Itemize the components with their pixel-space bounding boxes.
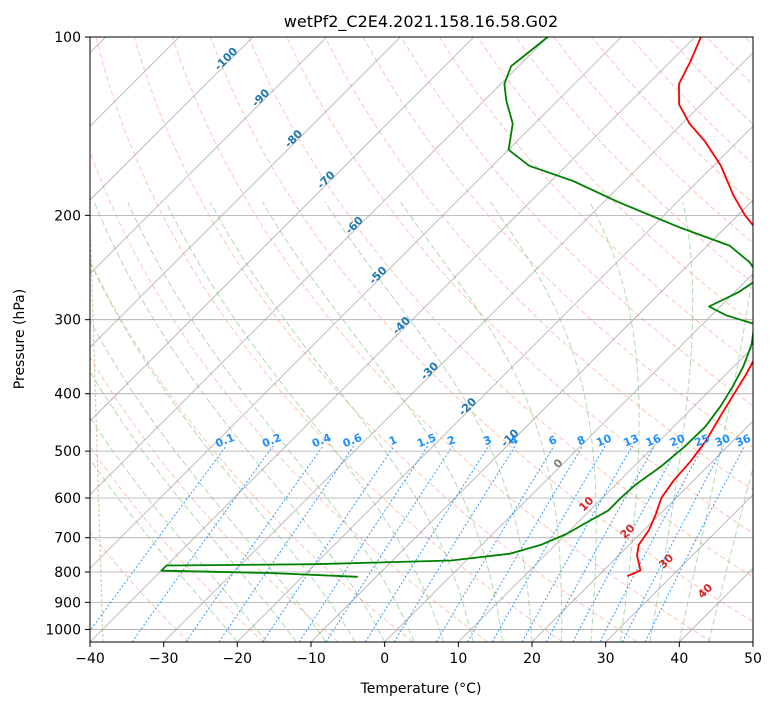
x-tick-label: 0: [380, 651, 389, 667]
y-tick-label: 600: [54, 491, 81, 507]
y-tick-label: 100: [54, 30, 81, 46]
x-tick-label: 40: [670, 651, 688, 667]
y-tick-label: 200: [54, 208, 81, 224]
y-tick-label: 300: [54, 313, 81, 329]
x-tick-label: 20: [523, 651, 541, 667]
x-tick-label: 30: [597, 651, 615, 667]
x-axis-label: Temperature (°C): [360, 681, 482, 697]
y-tick-label: 900: [54, 595, 81, 611]
y-tick-label: 400: [54, 387, 81, 403]
y-axis-label: Pressure (hPa): [12, 289, 28, 389]
plot-area: [90, 37, 753, 642]
x-tick-label: 50: [744, 651, 762, 667]
x-tick-label: −30: [149, 651, 179, 667]
x-tick-label: −40: [75, 651, 105, 667]
y-tick-label: 500: [54, 444, 81, 460]
y-tick-label: 700: [54, 531, 81, 547]
y-tick-label: 800: [54, 565, 81, 581]
y-tick-label: 1000: [45, 622, 81, 638]
x-tick-label: 10: [449, 651, 467, 667]
chart-title: wetPf2_C2E4.2021.158.16.58.G02: [284, 12, 558, 32]
x-tick-label: −20: [223, 651, 253, 667]
x-tick-label: −10: [296, 651, 326, 667]
